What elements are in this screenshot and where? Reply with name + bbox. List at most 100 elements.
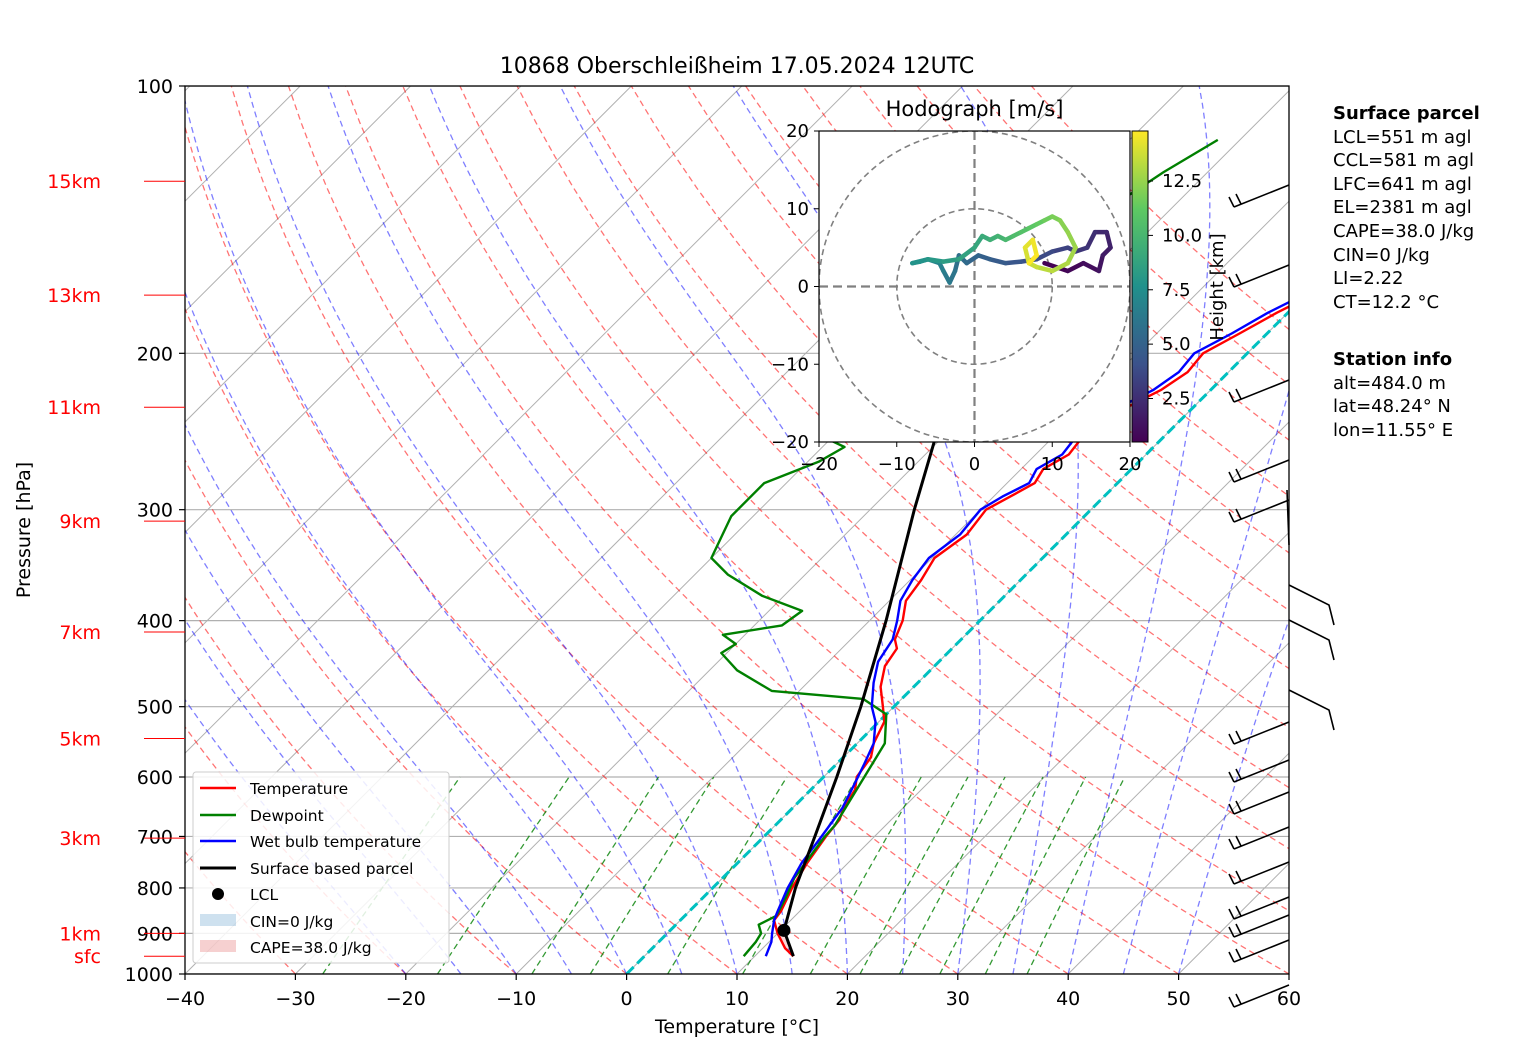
wind-barb (1286, 489, 1290, 546)
station-longitude: lon=11.55° E (1333, 419, 1454, 441)
moist-adiabat (428, 86, 849, 974)
hodograph-segment (1034, 249, 1055, 262)
height-label: 13km (47, 285, 101, 307)
dry-adiabat (185, 307, 738, 974)
wind-barb-shaft (1228, 914, 1290, 938)
isotherm (847, 531, 1289, 974)
moist-adiabat (246, 86, 738, 974)
wind-barb-shaft (1228, 861, 1290, 885)
lcl-marker (777, 923, 791, 937)
dry-adiabat (859, 86, 1289, 497)
height-label: 5km (59, 729, 101, 751)
dry-adiabat (185, 124, 848, 974)
mixing-ratio-line (859, 776, 969, 974)
wind-barb (1228, 914, 1290, 938)
wind-barb (1228, 379, 1290, 403)
legend-label-wetbulb: Wet bulb temperature (250, 833, 421, 851)
isotherm (185, 86, 411, 313)
wind-barb (1228, 826, 1290, 850)
mixing-ratio-line (531, 776, 660, 974)
wind-barb-shaft (1288, 619, 1335, 661)
cape-value: CAPE=38.0 J/kg (1333, 220, 1475, 242)
wind-barb-shaft (1228, 264, 1290, 288)
moist-adiabat (732, 86, 981, 974)
mixing-ratio-line (589, 776, 715, 974)
wind-barb-shaft (1228, 939, 1290, 963)
height-label: 9km (59, 511, 101, 533)
mixing-ratio-line (742, 776, 859, 974)
y-tick-label: 700 (137, 826, 173, 848)
wind-barb (1228, 721, 1290, 745)
colorbar-label: Height [km] (1207, 233, 1228, 340)
legend-swatch-lcl (212, 888, 224, 900)
dry-adiabat (573, 86, 1289, 789)
x-tick-label: −10 (496, 988, 536, 1010)
y-tick-label: 400 (137, 611, 173, 633)
wind-barb-shaft (1228, 826, 1290, 850)
isotherm (185, 86, 632, 534)
legend-swatch-cin (200, 914, 236, 926)
wind-barb (1228, 459, 1290, 483)
moist-adiabat (185, 528, 517, 974)
x-tick-label: −20 (386, 988, 426, 1010)
hodograph-segment (1084, 229, 1098, 250)
el-value: EL=2381 m agl (1333, 197, 1472, 219)
dry-adiabat (402, 86, 1289, 974)
x-tick-label: 0 (621, 988, 633, 1010)
hodograph-segment (1104, 229, 1113, 250)
wet-bulb-temperature-line (764, 300, 1289, 957)
wind-barb (1228, 896, 1290, 920)
wind-barb (1288, 584, 1335, 626)
lcl-value: LCL=551 m agl (1333, 126, 1472, 148)
legend-label-parcel: Surface based parcel (250, 860, 413, 878)
mixing-ratio-line (809, 776, 922, 974)
surface-parcel-heading: Surface parcel (1333, 103, 1480, 124)
hodograph-segment (987, 257, 1008, 266)
height-label: 11km (47, 397, 101, 419)
x-tick-label: 60 (1277, 988, 1301, 1010)
legend-box (192, 771, 450, 964)
y-tick-label: 900 (137, 923, 173, 945)
legend-label-temperature: Temperature (249, 780, 348, 798)
hodograph-segment (1030, 237, 1039, 258)
wind-barb (1228, 791, 1290, 815)
hodograph-segment (964, 253, 981, 266)
wind-barb-shaft (1228, 791, 1290, 815)
dry-adiabat (916, 86, 1289, 441)
isotherm (185, 86, 522, 423)
ccl-value: CCL=581 m agl (1333, 150, 1475, 172)
dry-adiabat (185, 458, 628, 974)
legend: Temperature Dewpoint Wet bulb temperatur… (192, 771, 450, 964)
moist-adiabat (185, 290, 628, 974)
moist-adiabat (1177, 617, 1289, 974)
station-info-heading: Station info (1333, 349, 1453, 370)
wind-barb-shaft (1228, 721, 1290, 745)
hodograph-segment (1050, 245, 1071, 254)
wind-barbs (1228, 184, 1335, 1008)
hodo-y-tick-label: −10 (771, 354, 809, 375)
hodograph-segment (1096, 253, 1106, 274)
hodo-y-tick-label: 0 (798, 277, 809, 298)
isotherm (736, 421, 1289, 974)
mixing-ratio-line (436, 776, 570, 974)
station-altitude: alt=484.0 m (1333, 372, 1446, 394)
wind-barb (1228, 861, 1290, 885)
isotherm (1067, 752, 1289, 974)
wind-barb (1228, 759, 1290, 783)
hodograph-segment (1050, 260, 1071, 274)
x-tick-label: −30 (275, 988, 315, 1010)
y-tick-label: 300 (137, 500, 173, 522)
hodo-y-tick-label: −20 (771, 432, 809, 453)
x-tick-label: −40 (165, 988, 205, 1010)
colorbar-tick-label: 5.0 (1162, 334, 1191, 355)
height-label: sfc (74, 946, 101, 968)
y-tick-label: 200 (137, 343, 173, 365)
legend-label-dewpoint: Dewpoint (250, 807, 324, 825)
dry-adiabat (230, 86, 959, 974)
isotherm (185, 86, 853, 754)
hodo-y-tick-label: 10 (786, 199, 809, 220)
dry-adiabat (185, 725, 407, 974)
dry-adiabat (459, 86, 1289, 912)
y-tick-label: 1000 (125, 964, 173, 986)
